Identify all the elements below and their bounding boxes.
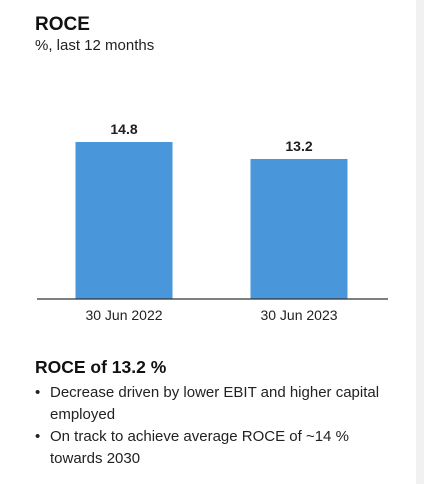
x-tick-label: 30 Jun 2022 (85, 307, 162, 323)
roce-bar-chart: 14.8 30 Jun 2022 13.2 30 Jun 2023 (37, 121, 388, 323)
bar-value-label: 14.8 (110, 121, 137, 137)
labels-layer: 14.8 30 Jun 2022 13.2 30 Jun 2023 (85, 121, 337, 323)
bullet-dot: • (35, 384, 41, 401)
summary-bullet-list: • Decrease driven by lower EBIT and high… (35, 382, 385, 470)
bullet-text: Decrease driven by lower EBIT and higher… (50, 384, 380, 423)
x-tick-label: 30 Jun 2023 (260, 307, 337, 323)
bar-value-label: 13.2 (285, 138, 312, 154)
bar-30-jun-2023 (250, 158, 348, 299)
chart-title: ROCE (35, 14, 90, 35)
bullet-text: On track to achieve average ROCE of ~14 … (50, 428, 349, 467)
summary-bullet: • On track to achieve average ROCE of ~1… (35, 426, 385, 470)
summary-bullet: • Decrease driven by lower EBIT and high… (35, 382, 385, 426)
page-edge-strip (416, 0, 424, 484)
chart-subtitle: %, last 12 months (35, 37, 155, 54)
bar-30-jun-2022 (75, 142, 173, 299)
bars-layer (75, 142, 348, 299)
summary-title: ROCE of 13.2 % (35, 357, 167, 377)
bullet-dot: • (35, 428, 41, 445)
